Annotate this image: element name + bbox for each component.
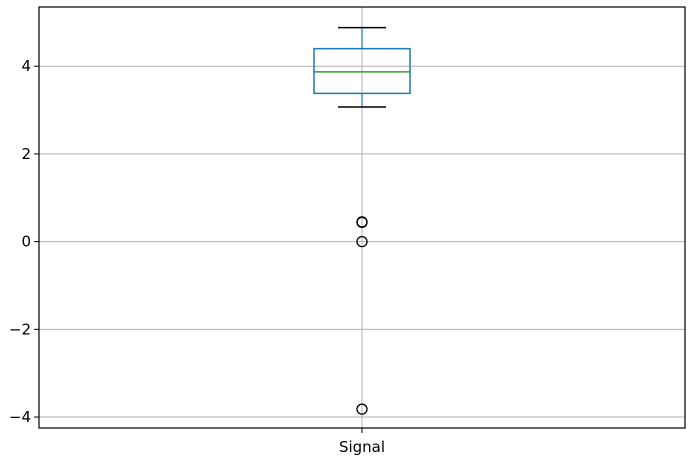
outlier-point (356, 235, 368, 248)
y-tick-label: 0 (21, 233, 31, 251)
box-iqr (313, 47, 411, 95)
y-tick-label: 4 (21, 57, 31, 75)
x-axis-ticks: Signal (339, 428, 385, 456)
y-tick-label: −2 (9, 320, 31, 338)
outlier-point (356, 216, 368, 228)
box-plot-group (313, 26, 411, 415)
y-tick-label: 2 (21, 145, 31, 163)
x-tick-label: Signal (339, 438, 385, 456)
y-axis-ticks: −4 −2 0 2 4 (9, 57, 39, 426)
outlier-point (356, 403, 368, 415)
y-tick-label: −4 (9, 408, 31, 426)
